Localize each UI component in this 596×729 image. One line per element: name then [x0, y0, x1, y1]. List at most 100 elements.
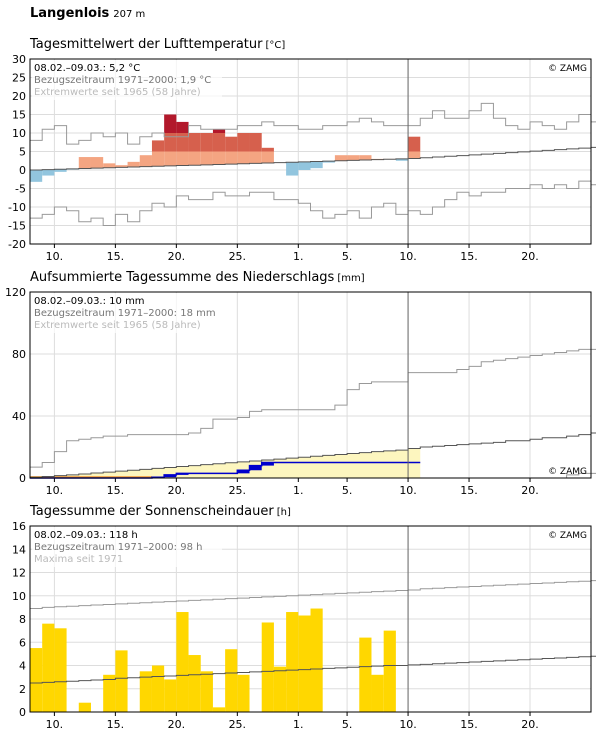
x-tick-label: 10. — [399, 718, 417, 729]
temperature-bar — [237, 151, 250, 164]
y-tick-label: 16 — [12, 520, 26, 533]
temperature-bar — [237, 133, 250, 152]
y-tick-label: 0 — [19, 706, 26, 719]
y-tick-label: 120 — [5, 286, 26, 299]
x-tick-label: 15. — [460, 718, 478, 729]
info-current-period: 08.02.–09.03.: 118 h — [34, 530, 138, 541]
temperature-bar — [164, 133, 177, 152]
sunshine-bar — [30, 648, 43, 712]
y-tick-label: 5 — [19, 146, 26, 159]
temperature-bar-cold — [286, 162, 299, 176]
sunshine-bar — [310, 608, 323, 712]
y-tick-label: -15 — [8, 220, 26, 233]
sunshine-bar — [188, 655, 201, 712]
x-tick-label: 20. — [168, 250, 186, 263]
temperature-bar — [200, 133, 213, 152]
temperature-bar-cold — [395, 158, 409, 161]
x-tick-label: 1. — [293, 484, 304, 497]
x-tick-label: 15. — [107, 718, 125, 729]
plot-frame — [29, 291, 592, 479]
y-tick-label: 12 — [12, 567, 26, 580]
temperature-bar — [261, 151, 274, 163]
x-tick-label: 15. — [107, 484, 125, 497]
temperature-bar — [212, 151, 226, 165]
y-tick-label: -10 — [8, 201, 26, 214]
precipitation-title-text: Aufsummierte Tagessumme des Niederschlag… — [30, 270, 335, 285]
temperature-bar-cold — [54, 169, 67, 172]
temperature-bar — [151, 140, 165, 152]
temperature-bar — [249, 133, 262, 152]
info-reference-period: Bezugszeitraum 1971–2000: 98 h — [34, 542, 202, 553]
temperature-bar-cold — [42, 169, 55, 176]
x-tick-label: 10. — [399, 250, 417, 263]
temperature-bar — [359, 155, 372, 161]
info-extremes: Maxima seit 1971 — [34, 554, 123, 565]
temperature-bar — [139, 155, 152, 167]
sunshine-bar — [237, 674, 250, 712]
temperature-bar — [408, 151, 421, 159]
y-tick-label: 20 — [12, 90, 26, 103]
temperature-bar — [408, 136, 421, 152]
x-tick-label: 5. — [342, 250, 353, 263]
sunshine-bar — [383, 630, 396, 712]
y-tick-label: 10 — [12, 127, 26, 140]
sunshine-title-text: Tagessumme der Sonnenscheindauer — [30, 504, 274, 519]
precipitation-bar — [164, 474, 177, 478]
x-tick-label: 20. — [521, 718, 539, 729]
x-tick-label: 15. — [460, 250, 478, 263]
sunshine-bar — [42, 623, 55, 712]
info-extremes: Extremwerte seit 1965 (58 Jahre) — [34, 320, 201, 331]
temperature-bar — [334, 155, 348, 161]
temperature-bar — [115, 165, 128, 168]
sunshine-bar — [225, 649, 238, 712]
info-current-period: 08.02.–09.03.: 5,2 °C — [34, 63, 140, 74]
info-box-background — [32, 60, 222, 100]
x-tick-label: 5. — [342, 484, 353, 497]
y-tick-label: -20 — [8, 238, 26, 251]
sunshine-panel-title: Tagessumme der Sonnenscheindauer [h] — [30, 504, 291, 519]
x-tick-label: 15. — [460, 484, 478, 497]
max-sunshine-line — [30, 580, 596, 610]
precipitation-bar — [261, 462, 274, 466]
temperature-bar — [176, 121, 189, 133]
info-reference-period: Bezugszeitraum 1971–2000: 1,9 °C — [34, 75, 211, 86]
temperature-bar — [103, 163, 116, 168]
info-extremes: Extremwerte seit 1965 (58 Jahre) — [34, 87, 201, 98]
temperature-bar — [249, 151, 262, 164]
temperature-bar — [151, 151, 165, 167]
x-tick-label: 5. — [342, 718, 353, 729]
sunshine-bar — [286, 612, 299, 712]
sunshine-bar — [359, 637, 372, 712]
x-tick-label: 20. — [168, 484, 186, 497]
station-header: Langenlois 207 m — [30, 6, 145, 21]
reference-cumulative-line — [30, 432, 596, 478]
info-box-background — [32, 527, 222, 567]
reference-sunshine-line — [30, 655, 596, 684]
y-tick-label: 15 — [12, 109, 26, 122]
temperature-bar — [164, 151, 177, 166]
temperature-bar — [212, 129, 226, 133]
temperature-bar — [347, 155, 360, 161]
x-tick-label: 10. — [399, 484, 417, 497]
temperature-bar — [164, 114, 177, 133]
sunshine-bar — [78, 702, 91, 712]
precipitation-panel-title: Aufsummierte Tagessumme des Niederschlag… — [30, 270, 365, 285]
x-tick-label: 25. — [229, 484, 247, 497]
precipitation-bar — [176, 473, 189, 475]
precipitation-dry-strip — [30, 476, 152, 478]
sunshine-bar — [261, 622, 274, 712]
x-tick-label: 25. — [229, 250, 247, 263]
temperature-bar-cold — [298, 161, 311, 170]
temperature-bar — [127, 161, 140, 168]
temperature-bar — [90, 157, 104, 169]
temperature-bar — [188, 151, 201, 166]
sunshine-bar — [139, 671, 152, 712]
sunshine-bar — [103, 674, 116, 712]
sunshine-bar — [54, 628, 67, 712]
x-tick-label: 20. — [521, 250, 539, 263]
y-tick-label: 30 — [12, 53, 26, 66]
y-tick-label: 80 — [12, 348, 26, 361]
x-tick-label: 10. — [46, 484, 64, 497]
